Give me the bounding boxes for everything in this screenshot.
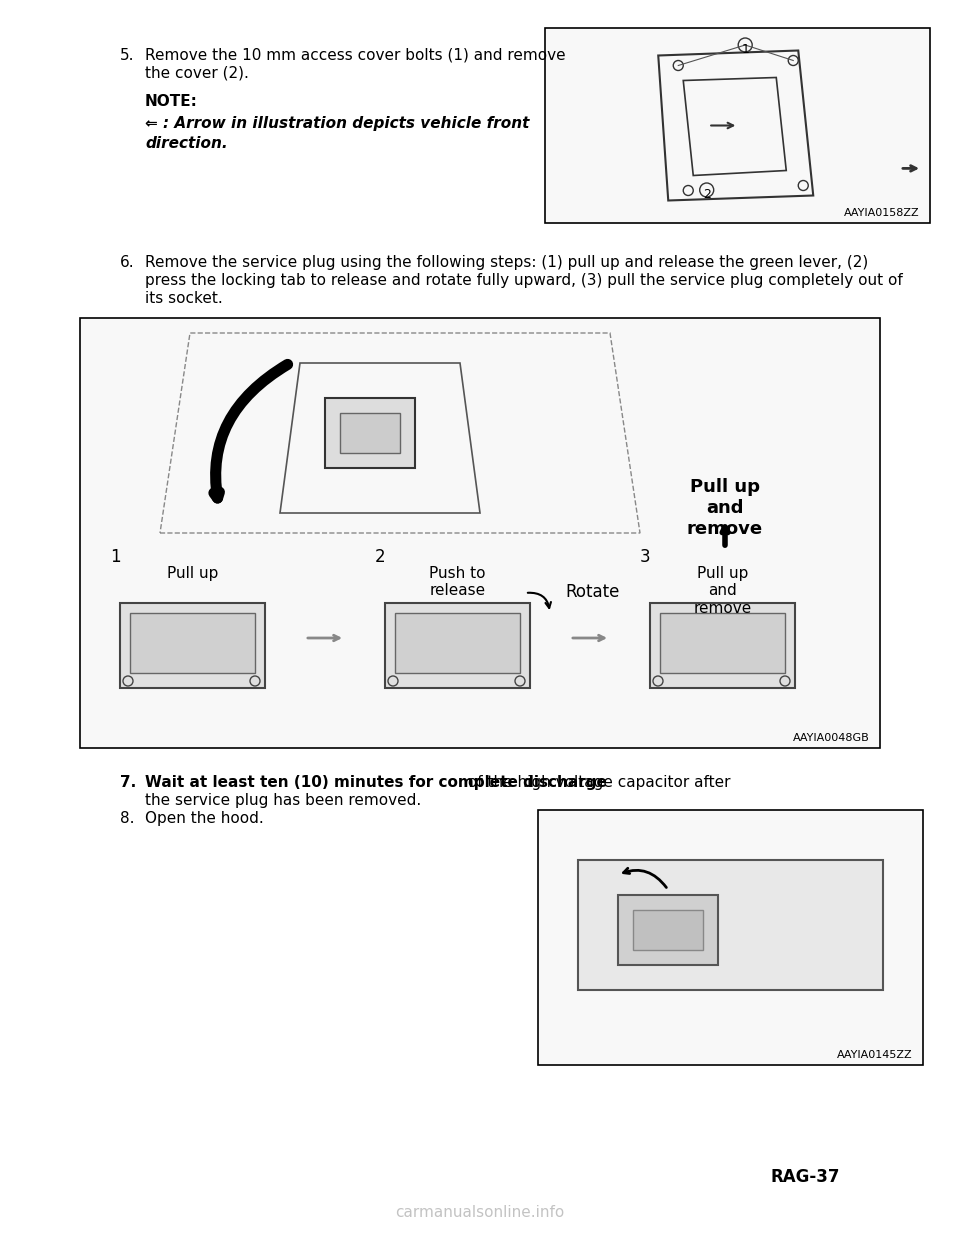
Text: Pull up
and
remove: Pull up and remove — [687, 478, 763, 538]
Text: NOTE:: NOTE: — [145, 94, 198, 109]
Bar — [80, 318, 880, 748]
Text: 1: 1 — [110, 548, 121, 566]
Text: Push to
release: Push to release — [429, 566, 486, 599]
Text: press the locking tab to release and rotate fully upward, (3) pull the service p: press the locking tab to release and rot… — [145, 273, 902, 288]
Bar — [660, 614, 785, 673]
Text: Pull up
and
remove: Pull up and remove — [693, 566, 752, 616]
Text: Open the hood.: Open the hood. — [145, 811, 264, 826]
Text: carmanualsonline.info: carmanualsonline.info — [396, 1205, 564, 1220]
Text: 7.: 7. — [120, 775, 136, 790]
Text: RAG-37: RAG-37 — [771, 1167, 840, 1186]
Text: Rotate: Rotate — [565, 582, 619, 601]
Text: AAYIA0145ZZ: AAYIA0145ZZ — [837, 1049, 913, 1059]
Text: ⇐ : Arrow in illustration depicts vehicle front: ⇐ : Arrow in illustration depicts vehicl… — [145, 116, 529, 130]
Text: 3: 3 — [640, 548, 651, 566]
Text: 6.: 6. — [120, 255, 134, 270]
Text: 2: 2 — [375, 548, 386, 566]
Bar — [578, 859, 883, 990]
Text: AAYIA0158ZZ: AAYIA0158ZZ — [845, 207, 920, 219]
Text: its socket.: its socket. — [145, 291, 223, 306]
Text: Wait at least ten (10) minutes for complete discharge: Wait at least ten (10) minutes for compl… — [145, 775, 607, 790]
Bar — [650, 604, 795, 688]
Text: 1: 1 — [741, 43, 749, 56]
Bar — [385, 604, 530, 688]
Text: 5.: 5. — [120, 48, 134, 63]
Text: direction.: direction. — [145, 137, 228, 152]
Text: 8.: 8. — [120, 811, 134, 826]
Text: the service plug has been removed.: the service plug has been removed. — [145, 792, 421, 809]
Text: Remove the 10 mm access cover bolts (1) and remove: Remove the 10 mm access cover bolts (1) … — [145, 48, 565, 63]
Text: the cover (2).: the cover (2). — [145, 66, 249, 81]
Bar — [618, 894, 718, 965]
Bar — [395, 614, 520, 673]
Bar — [325, 397, 415, 468]
Bar — [545, 29, 930, 224]
Bar — [538, 810, 923, 1064]
Bar — [633, 909, 703, 950]
Bar — [120, 604, 265, 688]
Text: of the high voltage capacitor after: of the high voltage capacitor after — [463, 775, 731, 790]
Bar — [130, 614, 255, 673]
Text: 2: 2 — [703, 188, 710, 201]
Bar — [340, 414, 400, 453]
Text: AAYIA0048GB: AAYIA0048GB — [793, 733, 870, 743]
Text: Pull up: Pull up — [167, 566, 218, 581]
Text: Remove the service plug using the following steps: (1) pull up and release the g: Remove the service plug using the follow… — [145, 255, 868, 270]
